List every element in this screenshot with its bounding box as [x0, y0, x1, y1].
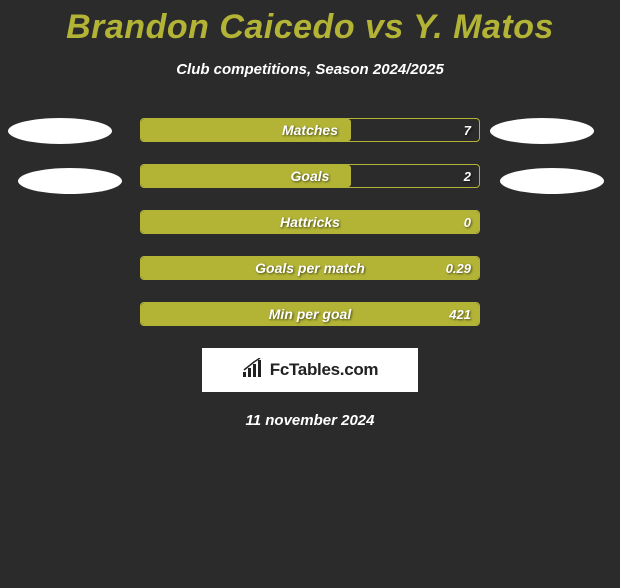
brand-text: FcTables.com	[270, 360, 379, 380]
stat-bar-track: 0.29	[140, 256, 480, 280]
stat-row: 0Hattricks	[0, 210, 620, 234]
stat-value: 7	[464, 119, 471, 142]
stat-row: 421Min per goal	[0, 302, 620, 326]
stat-row: 0.29Goals per match	[0, 256, 620, 280]
stat-bar-fill	[141, 165, 351, 187]
stat-bar-track: 421	[140, 302, 480, 326]
stat-bar-fill	[141, 303, 479, 325]
date-text: 11 november 2024	[0, 412, 620, 429]
page-title: Brandon Caicedo vs Y. Matos	[0, 8, 620, 47]
brand-chart-icon	[242, 358, 266, 383]
stat-bar-track: 0	[140, 210, 480, 234]
stats-area: 7Matches 2Goals 0Hattricks 0.29Goals per ma…	[0, 118, 620, 326]
stat-bar-fill	[141, 211, 479, 233]
brand-badge: FcTables.com	[202, 348, 418, 392]
stat-row: 2Goals	[0, 164, 620, 188]
stat-bar-fill	[141, 257, 479, 279]
stat-value: 2	[464, 165, 471, 188]
stat-bar-track: 2	[140, 164, 480, 188]
stat-bar-track: 7	[140, 118, 480, 142]
subtitle: Club competitions, Season 2024/2025	[0, 61, 620, 78]
stat-row: 7Matches	[0, 118, 620, 142]
stat-bar-fill	[141, 119, 351, 141]
